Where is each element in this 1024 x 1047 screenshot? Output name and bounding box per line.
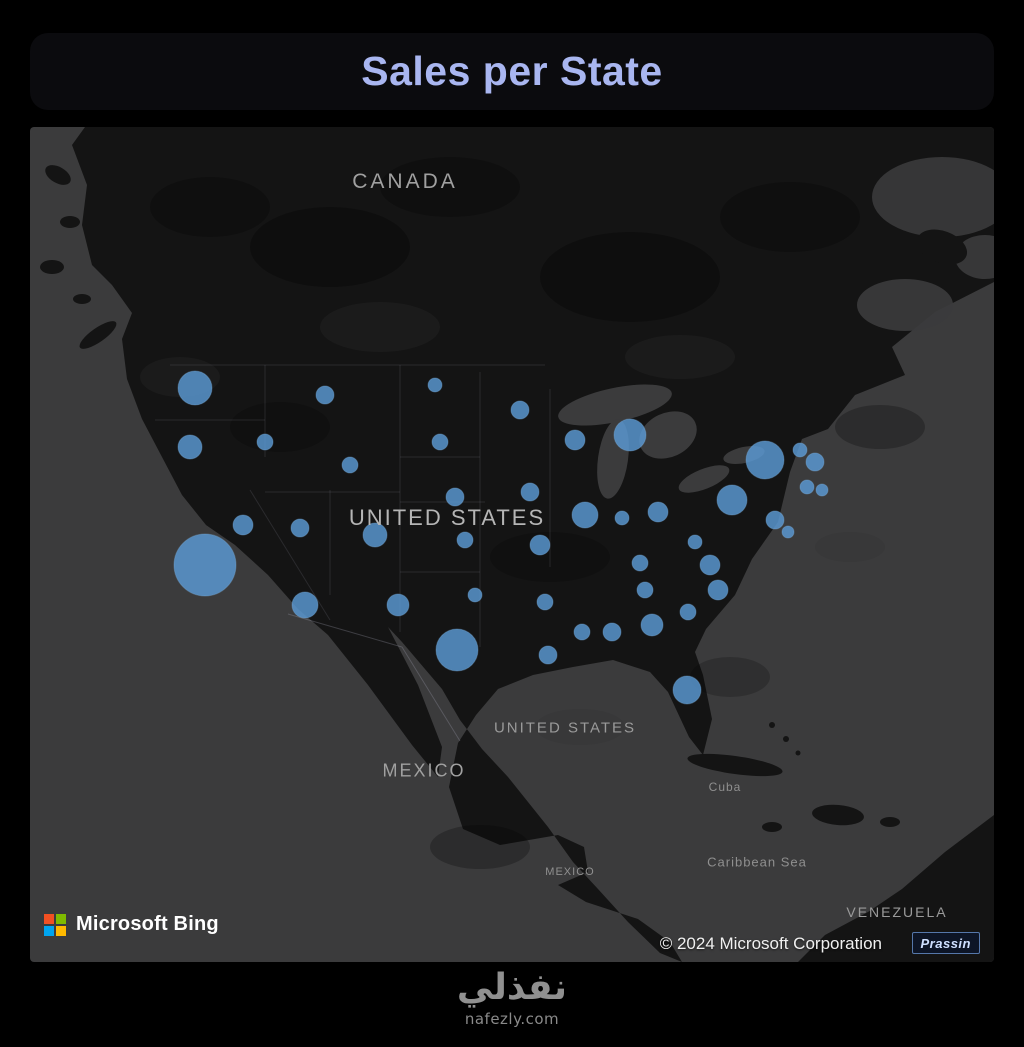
sales-bubble-vermont[interactable] xyxy=(792,442,808,458)
sales-bubble-delaware[interactable] xyxy=(781,525,795,539)
sales-bubble-rhode-island[interactable] xyxy=(815,483,829,497)
sales-bubble-utah[interactable] xyxy=(290,518,310,538)
ms-square-yellow xyxy=(56,925,66,936)
sales-bubble-virginia[interactable] xyxy=(699,554,721,576)
watermark-domain-text: nafezly.com xyxy=(464,1009,560,1028)
sales-bubble-wisconsin[interactable] xyxy=(564,429,586,451)
sales-bubble-arizona[interactable] xyxy=(291,591,319,619)
sales-bubble-south-dakota[interactable] xyxy=(431,433,449,451)
map-visual[interactable]: CANADA UNITED STATES UNITED STATES MEXICO ME… xyxy=(30,127,994,962)
bing-logo-text: Microsoft Bing xyxy=(76,913,219,935)
sales-bubble-nebraska[interactable] xyxy=(445,487,465,507)
microsoft-bing-logo: Microsoft Bing xyxy=(44,913,219,936)
sales-bubble-illinois[interactable] xyxy=(571,501,599,529)
sales-bubble-south-carolina[interactable] xyxy=(679,603,697,621)
sales-bubble-montana[interactable] xyxy=(315,385,335,405)
partner-logo-text: Prassin xyxy=(920,935,971,951)
sales-bubble-ohio[interactable] xyxy=(647,501,669,523)
sales-bubble-oregon[interactable] xyxy=(177,434,203,460)
sales-bubble-colorado[interactable] xyxy=(362,522,388,548)
sales-bubble-mississippi[interactable] xyxy=(573,623,591,641)
partner-logo: Prassin xyxy=(911,932,980,954)
microsoft-logo-icon xyxy=(44,913,66,936)
sales-bubble-maryland[interactable] xyxy=(765,510,785,530)
chart-title: Sales per State xyxy=(361,48,663,94)
sales-bubble-washington[interactable] xyxy=(177,370,213,406)
sales-bubble-alabama[interactable] xyxy=(602,622,622,642)
sales-bubble-idaho[interactable] xyxy=(256,433,274,451)
sales-bubble-missouri[interactable] xyxy=(529,534,551,556)
state-borders xyxy=(155,364,551,742)
sales-bubble-connecticut[interactable] xyxy=(799,479,815,495)
sales-bubble-florida[interactable] xyxy=(672,675,702,705)
sales-bubble-minnesota[interactable] xyxy=(510,400,530,420)
sales-bubble-west-virginia[interactable] xyxy=(687,534,703,550)
ms-square-red xyxy=(44,913,54,924)
sales-bubble-massachusetts[interactable] xyxy=(805,452,825,472)
sales-bubble-tennessee[interactable] xyxy=(636,581,654,599)
sales-bubble-oklahoma[interactable] xyxy=(467,587,483,603)
sales-bubble-arkansas[interactable] xyxy=(536,593,554,611)
sales-bubble-louisiana[interactable] xyxy=(538,645,558,665)
sales-bubble-pennsylvania[interactable] xyxy=(716,484,748,516)
sea-patches xyxy=(857,157,994,331)
sales-bubble-north-carolina[interactable] xyxy=(707,579,729,601)
terrain-texture xyxy=(140,157,925,869)
watermark-arabic-text: نفذلي xyxy=(456,967,568,1008)
watermark: نفذلي nafezly.com xyxy=(0,962,1024,1047)
map-attribution: © 2024 Microsoft Corporation xyxy=(659,934,882,953)
sales-bubble-michigan[interactable] xyxy=(613,418,647,452)
sales-bubble-north-dakota[interactable] xyxy=(427,377,443,393)
ms-square-green xyxy=(56,913,66,924)
sales-bubble-texas[interactable] xyxy=(435,628,479,672)
sales-bubble-california[interactable] xyxy=(173,533,237,597)
sales-bubble-indiana[interactable] xyxy=(614,510,630,526)
sales-bubble-new-york[interactable] xyxy=(745,440,785,480)
sales-bubble-kansas[interactable] xyxy=(456,531,474,549)
sales-bubble-layer xyxy=(173,370,829,705)
chart-title-bar: Sales per State xyxy=(30,33,994,110)
bing-map-canvas[interactable] xyxy=(30,127,994,962)
sales-bubble-iowa[interactable] xyxy=(520,482,540,502)
sales-bubble-georgia[interactable] xyxy=(640,613,664,637)
sales-bubble-new-mexico[interactable] xyxy=(386,593,410,617)
sales-bubble-kentucky[interactable] xyxy=(631,554,649,572)
ms-square-blue xyxy=(44,925,54,936)
sales-bubble-nevada[interactable] xyxy=(232,514,254,536)
sales-bubble-wyoming[interactable] xyxy=(341,456,359,474)
